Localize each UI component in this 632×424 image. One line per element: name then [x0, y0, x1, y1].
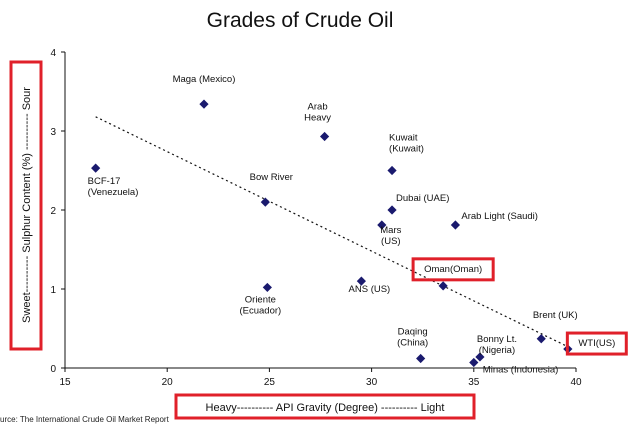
point-label: Bonny Lt.: [477, 334, 517, 345]
data-point: [438, 281, 448, 291]
point-label: Brent (UK): [533, 310, 578, 321]
x-tick-label: 20: [162, 377, 174, 388]
x-tick-label: 40: [570, 377, 582, 388]
data-point: [416, 353, 426, 364]
chart-title: Grades of Crude Oil: [207, 9, 394, 32]
data-point: [536, 334, 546, 344]
point-label: Arab Light (Saudi): [461, 211, 538, 222]
data-point: [319, 131, 330, 142]
point-label: Maga (Mexico): [173, 74, 236, 85]
x-tick-label: 35: [468, 377, 480, 388]
data-point: [469, 357, 479, 368]
y-tick-label: 3: [50, 127, 56, 138]
point-label: Arab: [308, 102, 328, 113]
data-point: [356, 276, 366, 286]
x-tick-label: 25: [264, 377, 276, 388]
y-axis-label: Sweet---------- Sulphur Content (%) ----…: [21, 87, 33, 323]
point-label: Oriente: [245, 294, 276, 305]
point-label: Daqing: [398, 327, 428, 338]
x-tick-label: 15: [59, 377, 71, 388]
data-point: [475, 352, 485, 362]
point-label: Heavy: [304, 113, 331, 124]
data-point: [260, 197, 270, 207]
point-label: Oman(Oman): [424, 264, 482, 275]
highlight-boxes: [411, 257, 628, 356]
point-label: Minas (Indonesia): [483, 364, 559, 375]
source-note: urce: The International Crude Oil Market…: [0, 415, 170, 424]
point-label: (Venezuela): [88, 187, 139, 198]
point-label: Mars: [380, 225, 401, 236]
data-point: [450, 220, 461, 230]
x-tick-label: 30: [366, 377, 378, 388]
point-label: BCF-17: [88, 176, 121, 187]
highlight-box: [565, 331, 628, 356]
y-tick-label: 2: [50, 206, 56, 217]
data-point: [199, 99, 209, 109]
point-label: Bow River: [250, 172, 293, 183]
data-point: [377, 220, 387, 230]
data-point: [387, 205, 397, 215]
data-point: [91, 163, 101, 173]
point-label: WTI(US): [578, 338, 615, 349]
point-label: Dubai (UAE): [396, 193, 449, 204]
y-axis-ticks: 0 1 2 3 4: [50, 48, 65, 375]
y-tick-label: 0: [50, 364, 56, 375]
data-point: [262, 282, 272, 293]
point-label: (China): [397, 338, 428, 349]
y-tick-label: 1: [50, 285, 56, 296]
point-label: (Kuwait): [389, 144, 424, 155]
trend-line: [95, 116, 569, 348]
y-axis-label-box: [9, 60, 43, 351]
x-axis-ticks: 15 20 25 30 35 40: [59, 368, 582, 388]
point-label: ANS (US): [349, 284, 391, 295]
point-label: (Ecuador): [239, 305, 281, 316]
point-label: Kuwait: [389, 133, 418, 144]
x-axis-label: Heavy---------- API Gravity (Degree) ---…: [206, 402, 445, 414]
y-tick-label: 4: [50, 48, 56, 59]
highlight-box: [411, 257, 495, 282]
x-axis-label-box: [174, 393, 476, 420]
point-label: (Nigeria): [479, 345, 515, 356]
data-point: [387, 165, 397, 176]
point-label: (US): [381, 236, 401, 247]
